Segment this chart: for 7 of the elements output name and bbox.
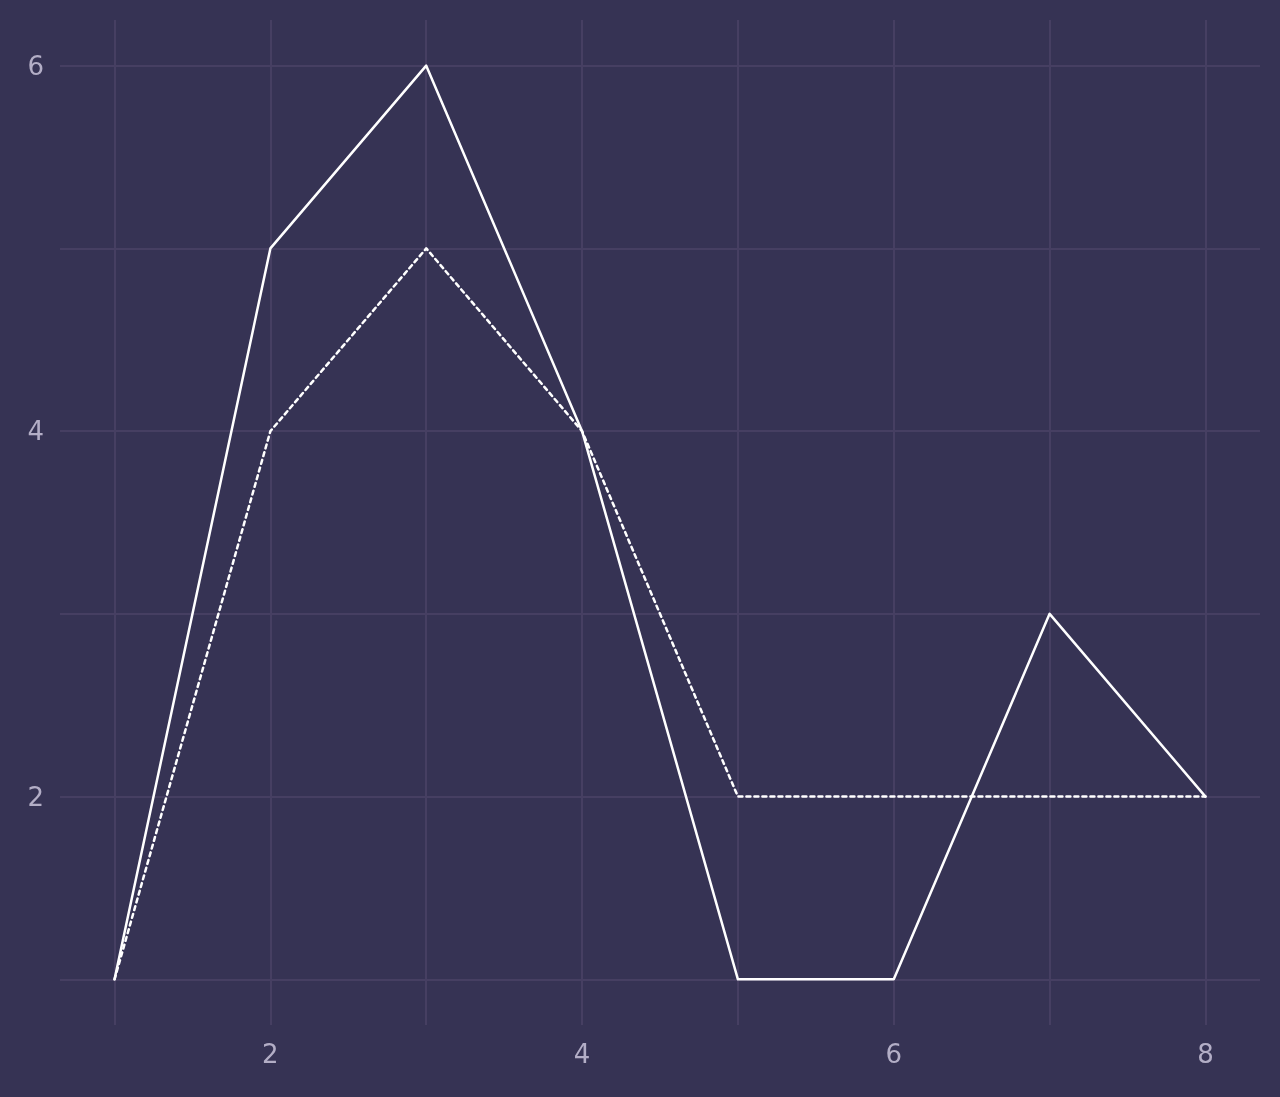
x-tick-label: 2 [262,1039,279,1069]
x-tick-label: 4 [573,1039,591,1069]
x-tick-label: 8 [1197,1039,1214,1069]
y-tick-label: 2 [27,781,44,812]
y-tick-label: 6 [27,50,44,81]
x-tick-label: 6 [885,1039,903,1069]
y-tick-label: 4 [27,416,44,447]
